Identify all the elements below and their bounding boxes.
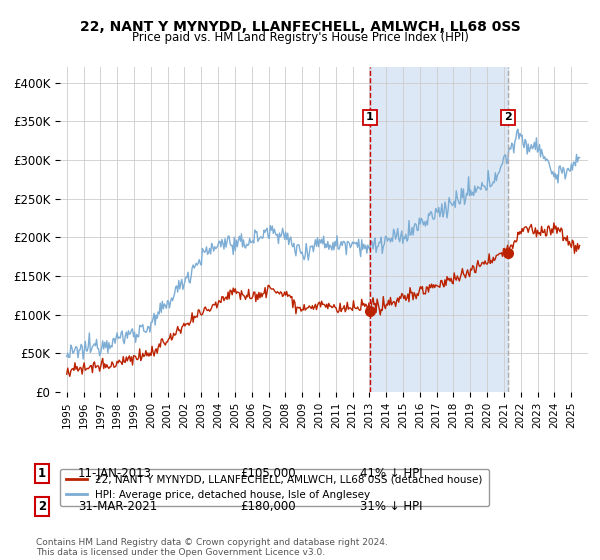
Text: 31-MAR-2021: 31-MAR-2021 xyxy=(78,500,157,514)
Text: £180,000: £180,000 xyxy=(240,500,296,514)
Bar xyxy=(370,67,508,392)
Text: 31% ↓ HPI: 31% ↓ HPI xyxy=(360,500,422,514)
Text: 41% ↓ HPI: 41% ↓ HPI xyxy=(360,466,422,480)
Text: 11-JAN-2013: 11-JAN-2013 xyxy=(78,466,152,480)
Text: £105,000: £105,000 xyxy=(240,466,296,480)
Legend: 22, NANT Y MYNYDD, LLANFECHELL, AMLWCH, LL68 0SS (detached house), HPI: Average : 22, NANT Y MYNYDD, LLANFECHELL, AMLWCH, … xyxy=(60,469,489,506)
Text: Contains HM Land Registry data © Crown copyright and database right 2024.
This d: Contains HM Land Registry data © Crown c… xyxy=(36,538,388,557)
Text: 1: 1 xyxy=(38,466,46,480)
Text: 2: 2 xyxy=(38,500,46,514)
Text: 2: 2 xyxy=(504,113,512,123)
Text: 1: 1 xyxy=(366,113,374,123)
Text: Price paid vs. HM Land Registry's House Price Index (HPI): Price paid vs. HM Land Registry's House … xyxy=(131,31,469,44)
Text: 22, NANT Y MYNYDD, LLANFECHELL, AMLWCH, LL68 0SS: 22, NANT Y MYNYDD, LLANFECHELL, AMLWCH, … xyxy=(80,20,520,34)
